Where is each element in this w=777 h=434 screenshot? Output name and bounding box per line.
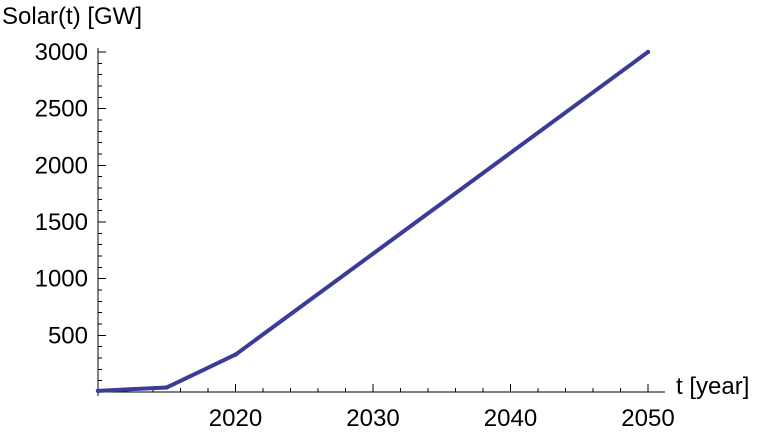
x-tick-label-2050: 2050 [621, 405, 674, 432]
x-tick-label-2040: 2040 [484, 405, 537, 432]
data-point-0-2050 [645, 49, 651, 55]
y-tick-label-1000: 1000 [35, 266, 88, 293]
y-axis-label: Solar(t) [GW] [2, 3, 142, 30]
y-tick-label-500: 500 [48, 322, 88, 349]
data-point-0-2010 [95, 388, 101, 394]
y-tick-label-2500: 2500 [35, 96, 88, 123]
data-point-0-2020 [233, 352, 238, 357]
x-tick-label-2030: 2030 [346, 405, 399, 432]
y-tick-label-3000: 3000 [35, 39, 88, 66]
series-line-0 [96, 50, 650, 393]
x-tick-label-2020: 2020 [209, 405, 262, 432]
data-point-0-2015 [164, 385, 169, 390]
y-tick-label-1500: 1500 [35, 209, 88, 236]
x-axis-label: t [year] [676, 373, 749, 400]
y-tick-label-2000: 2000 [35, 152, 88, 179]
